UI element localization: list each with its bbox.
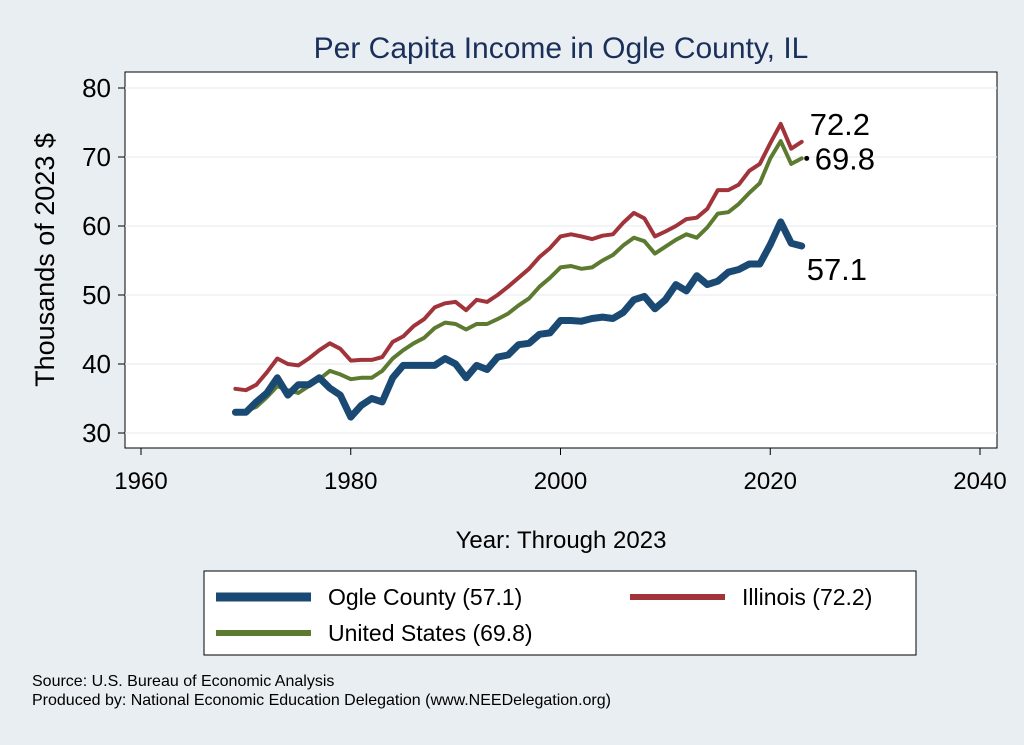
end-labels: 72.269.8 57.1 bbox=[804, 107, 875, 287]
legend-item-ogle-county-label: Ogle County (57.1) bbox=[328, 584, 522, 610]
chart-title: Per Capita Income in Ogle County, IL bbox=[314, 32, 809, 65]
x-tick-label: 2000 bbox=[534, 468, 587, 495]
x-tick-label: 1980 bbox=[324, 468, 377, 495]
y-tick-label: 30 bbox=[82, 418, 111, 448]
y-axis: 30 40 50 60 70 80 bbox=[82, 73, 125, 448]
produced-by-line: Produced by: National Economic Education… bbox=[32, 692, 611, 709]
y-tick-label: 80 bbox=[82, 73, 111, 103]
x-tick-label: 2020 bbox=[744, 468, 797, 495]
end-label-ogle-county: 57.1 bbox=[807, 252, 867, 287]
end-label-united-states: 69.8 bbox=[815, 141, 875, 176]
series-lines bbox=[231, 121, 806, 421]
y-tick-label: 60 bbox=[82, 211, 111, 241]
y-axis-label: Thousands of 2023 $ bbox=[30, 133, 60, 387]
legend-item-illinois-label: Illinois (72.2) bbox=[742, 584, 872, 610]
legend-box bbox=[203, 570, 917, 656]
legend: Ogle County (57.1) Illinois (72.2) United … bbox=[203, 570, 917, 656]
x-tick-label: 1960 bbox=[114, 468, 167, 495]
x-axis-label: Year: Through 2023 bbox=[456, 527, 667, 554]
series-line-illinois bbox=[233, 121, 804, 393]
chart: 30 40 50 60 70 80 1960 1980 2000 2020 2040 72.269… bbox=[30, 32, 1007, 656]
source-line: Source: U.S. Bureau of Economic Analysis bbox=[32, 673, 335, 690]
grid-lines bbox=[125, 87, 997, 434]
source-note: Source: U.S. Bureau of Economic Analysis… bbox=[32, 672, 611, 710]
end-label-illinois: 72.2 bbox=[810, 107, 870, 142]
y-tick-label: 70 bbox=[82, 142, 111, 172]
y-tick-label: 50 bbox=[82, 280, 111, 310]
x-axis: 1960 1980 2000 2020 2040 bbox=[114, 448, 1007, 495]
end-marker-united-states bbox=[804, 155, 810, 161]
series-line-united-states bbox=[233, 139, 804, 416]
series-line-ogle-county bbox=[231, 218, 806, 421]
x-tick-label: 2040 bbox=[953, 468, 1006, 495]
y-tick-label: 40 bbox=[82, 349, 111, 379]
legend-item-united-states-label: United States (69.8) bbox=[328, 620, 533, 646]
